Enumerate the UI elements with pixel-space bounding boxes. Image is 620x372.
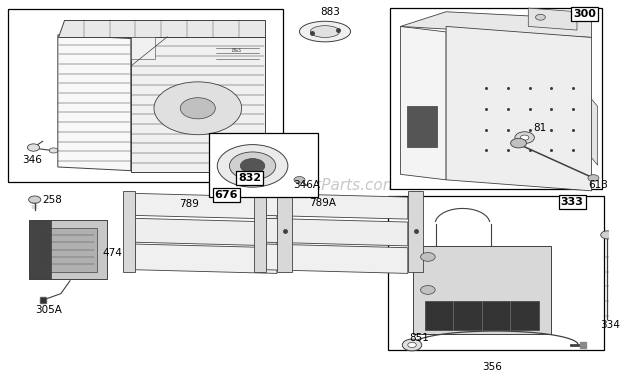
Polygon shape bbox=[401, 12, 591, 38]
Text: 346A: 346A bbox=[293, 180, 321, 190]
Polygon shape bbox=[123, 191, 135, 272]
Polygon shape bbox=[591, 99, 598, 165]
Polygon shape bbox=[29, 220, 107, 279]
Text: B&S: B&S bbox=[232, 48, 242, 53]
Text: 883: 883 bbox=[320, 7, 340, 17]
Polygon shape bbox=[266, 244, 408, 273]
Circle shape bbox=[420, 286, 435, 294]
Circle shape bbox=[50, 148, 58, 153]
Polygon shape bbox=[425, 301, 539, 330]
Circle shape bbox=[536, 14, 546, 20]
Polygon shape bbox=[131, 37, 155, 59]
Circle shape bbox=[29, 196, 41, 203]
Circle shape bbox=[402, 339, 422, 351]
Circle shape bbox=[420, 253, 435, 261]
Text: 356: 356 bbox=[482, 362, 502, 372]
Circle shape bbox=[229, 152, 276, 180]
Polygon shape bbox=[135, 218, 277, 246]
Text: eReplacementParts.com: eReplacementParts.com bbox=[211, 178, 397, 193]
Text: 346: 346 bbox=[22, 155, 42, 165]
Polygon shape bbox=[266, 193, 408, 219]
Circle shape bbox=[601, 231, 614, 239]
Text: 851: 851 bbox=[409, 333, 428, 343]
Circle shape bbox=[217, 145, 288, 187]
Circle shape bbox=[154, 82, 242, 135]
Polygon shape bbox=[277, 191, 292, 272]
Polygon shape bbox=[407, 106, 437, 147]
Circle shape bbox=[408, 342, 416, 347]
Circle shape bbox=[588, 175, 599, 181]
Circle shape bbox=[27, 144, 40, 151]
Circle shape bbox=[294, 177, 305, 183]
Polygon shape bbox=[266, 218, 408, 246]
Text: 832: 832 bbox=[238, 173, 261, 183]
Polygon shape bbox=[528, 8, 577, 30]
Circle shape bbox=[241, 158, 265, 173]
Polygon shape bbox=[413, 246, 551, 334]
Polygon shape bbox=[446, 26, 591, 191]
Polygon shape bbox=[58, 20, 265, 37]
Bar bbox=[388, 196, 604, 350]
Polygon shape bbox=[131, 37, 265, 173]
Text: 789A: 789A bbox=[309, 198, 336, 208]
Polygon shape bbox=[58, 35, 131, 171]
Polygon shape bbox=[401, 26, 446, 180]
Bar bbox=[390, 8, 602, 189]
Circle shape bbox=[511, 138, 526, 148]
Polygon shape bbox=[408, 191, 423, 272]
Bar bbox=[210, 133, 318, 198]
Circle shape bbox=[515, 132, 534, 144]
Ellipse shape bbox=[299, 21, 350, 42]
Text: 81: 81 bbox=[533, 124, 546, 134]
Text: 333: 333 bbox=[560, 197, 583, 207]
Polygon shape bbox=[29, 220, 50, 279]
Bar bbox=[8, 9, 283, 182]
Polygon shape bbox=[135, 193, 277, 219]
Polygon shape bbox=[38, 228, 97, 272]
Circle shape bbox=[180, 98, 215, 119]
Polygon shape bbox=[135, 244, 277, 273]
Polygon shape bbox=[254, 191, 266, 272]
Text: 258: 258 bbox=[42, 195, 61, 205]
Text: 613: 613 bbox=[588, 180, 608, 190]
Text: 789: 789 bbox=[179, 199, 198, 209]
Text: 676: 676 bbox=[215, 189, 238, 199]
Text: 474: 474 bbox=[103, 248, 123, 258]
Text: 300: 300 bbox=[573, 9, 596, 19]
Ellipse shape bbox=[310, 26, 340, 38]
Text: 334: 334 bbox=[601, 320, 620, 330]
Circle shape bbox=[520, 135, 529, 140]
Text: 305A: 305A bbox=[35, 305, 62, 315]
